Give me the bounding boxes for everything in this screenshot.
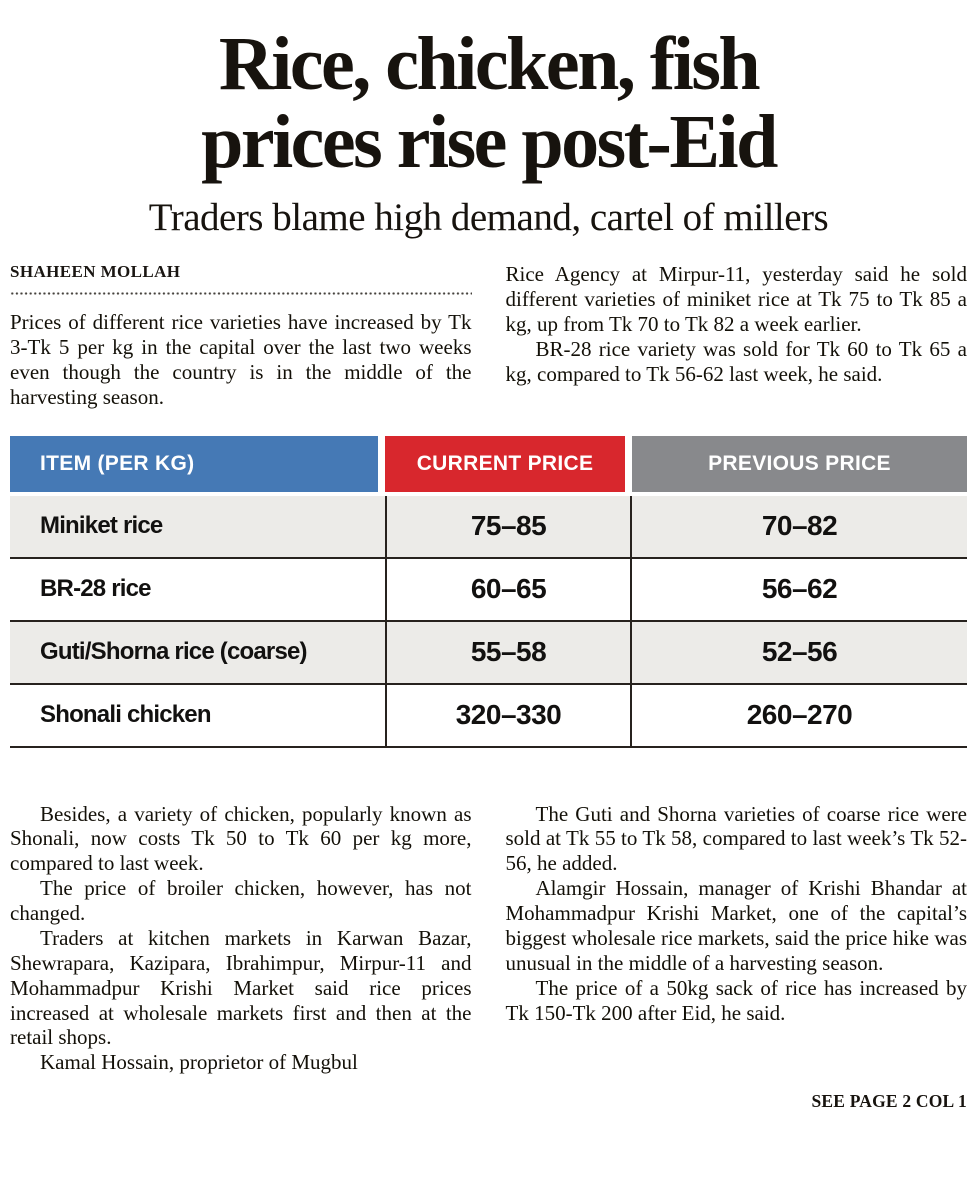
article-top-section: SHAHEEN MOLLAH Prices of different rice … xyxy=(10,262,967,410)
price-table-header: ITEM (PER KG) CURRENT PRICE PREVIOUS PRI… xyxy=(10,435,967,492)
table-cell-previous-price: 260–270 xyxy=(746,699,853,731)
price-table: ITEM (PER KG) CURRENT PRICE PREVIOUS PRI… xyxy=(10,435,967,748)
paragraph: The Guti and Shorna varieties of coarse … xyxy=(505,801,968,876)
paragraph: Kamal Hossain, proprietor of Mugbul xyxy=(40,1050,358,1075)
table-row: Guti/Shorna rice (coarse) 55–58 52–56 xyxy=(10,621,967,685)
article-left-column-bottom: Besides, a variety of chicken, popularly… xyxy=(10,802,472,1076)
paragraph: BR-28 rice variety was sold for Tk 60 to… xyxy=(505,336,968,386)
table-cell-item: Miniket rice xyxy=(40,512,163,540)
table-cell-item: BR-28 rice xyxy=(40,575,152,603)
table-header-item: ITEM (PER KG) xyxy=(10,435,385,492)
table-header-previous-price: PREVIOUS PRICE xyxy=(632,435,967,492)
table-cell-current-price: 55–58 xyxy=(385,621,632,683)
paragraph: Rice Agency at Mirpur-11, yesterday said… xyxy=(505,262,968,336)
table-row: Shonali chicken 320–330 260–270 xyxy=(10,684,967,748)
byline-divider xyxy=(10,292,472,296)
headline-line1: Rice, chicken, fish xyxy=(218,22,761,106)
table-header-current-price: CURRENT PRICE xyxy=(385,435,632,492)
article-right-column-top: Rice Agency at Mirpur-11, yesterday said… xyxy=(506,262,968,410)
article-right-column-bottom: The Guti and Shorna varieties of coarse … xyxy=(506,802,968,1076)
table-cell-current-price: 60–65 xyxy=(385,558,632,620)
table-cell-current-price: 320–330 xyxy=(385,684,632,746)
headline: Rice, chicken, fish prices rise post-Eid xyxy=(10,25,967,184)
continuation-note: SEE PAGE 2 COL 1 xyxy=(811,1091,967,1112)
article-left-column-top: SHAHEEN MOLLAH Prices of different rice … xyxy=(10,262,472,410)
article-bottom-section: Besides, a variety of chicken, popularly… xyxy=(10,802,967,1076)
table-cell-previous-price: 52–56 xyxy=(761,636,838,668)
table-cell-current-price: 75–85 xyxy=(385,495,632,557)
table-cell-previous-price: 56–62 xyxy=(761,573,838,605)
paragraph: Alamgir Hossain, manager of Krishi Bhand… xyxy=(505,876,968,975)
paragraph: The price of broiler chicken, however, h… xyxy=(10,876,472,926)
table-cell-item: Shonali chicken xyxy=(40,701,212,729)
byline: SHAHEEN MOLLAH xyxy=(10,262,181,282)
paragraph: Prices of different rice varieties have … xyxy=(10,310,472,409)
price-table-body: Miniket rice 75–85 70–82 BR-28 rice 60–6… xyxy=(10,495,967,748)
table-row: BR-28 rice 60–65 56–62 xyxy=(10,558,967,622)
subheadline: Traders blame high demand, cartel of mil… xyxy=(148,196,829,240)
table-cell-item: Guti/Shorna rice (coarse) xyxy=(40,638,308,666)
paragraph: Traders at kitchen markets in Karwan Baz… xyxy=(10,925,472,1050)
table-row: Miniket rice 75–85 70–82 xyxy=(10,495,967,559)
headline-line2: prices rise post-Eid xyxy=(201,99,778,184)
table-cell-previous-price: 70–82 xyxy=(761,510,838,542)
paragraph: The price of a 50kg sack of rice has inc… xyxy=(505,975,968,1025)
paragraph: Besides, a variety of chicken, popularly… xyxy=(10,801,472,876)
